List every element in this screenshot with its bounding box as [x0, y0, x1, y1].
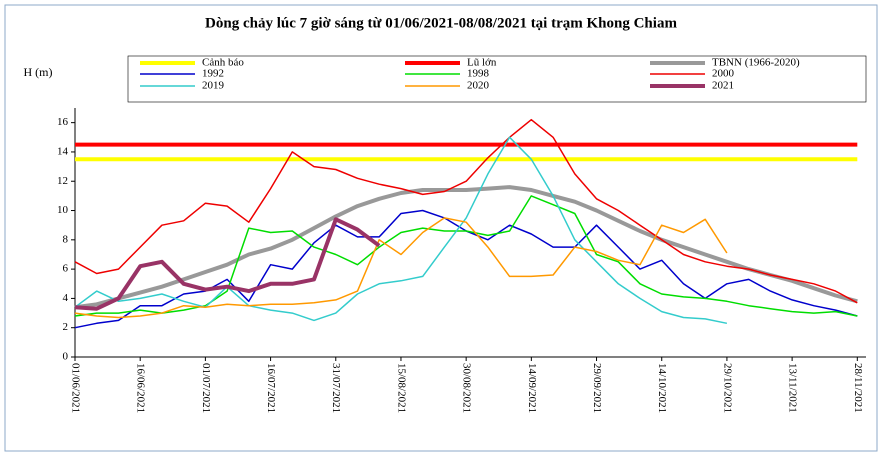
- x-tick-label: 16/06/2021: [135, 363, 147, 413]
- x-tick-label: 30/08/2021: [461, 363, 473, 413]
- x-tick-label: 14/09/2021: [526, 363, 538, 413]
- x-tick-label: 01/06/2021: [69, 363, 81, 413]
- y-tick-label: 4: [63, 292, 69, 304]
- series-line: [74, 217, 381, 311]
- y-tick-label: 16: [57, 116, 69, 128]
- x-tick-label: 13/11/2021: [787, 363, 799, 413]
- y-tick-label: 2: [63, 321, 69, 333]
- y-tick-label: 6: [63, 263, 69, 275]
- x-tick-label: 28/11/2021: [852, 363, 864, 413]
- legend-label: 1998: [467, 68, 490, 80]
- x-tick-label: 29/10/2021: [721, 363, 733, 413]
- y-tick-label: 8: [63, 233, 69, 245]
- y-tick-label: 14: [57, 145, 69, 157]
- legend-label: 2019: [202, 80, 225, 92]
- series-line: [74, 118, 858, 304]
- series-line: [74, 185, 858, 310]
- y-tick-label: 12: [57, 175, 68, 187]
- series-line: [74, 195, 858, 317]
- legend-label: 2000: [712, 68, 735, 80]
- legend-label: Lũ lớn: [467, 57, 497, 69]
- series-line: [74, 136, 728, 325]
- x-tick-label: 16/07/2021: [265, 363, 277, 413]
- y-tick-label: 0: [63, 351, 69, 363]
- y-tick-label: 10: [57, 204, 69, 216]
- legend-label: TBNN (1966-2020): [712, 57, 800, 69]
- x-tick-label: 01/07/2021: [200, 363, 212, 413]
- y-axis-label: H (m): [24, 65, 53, 79]
- legend-label: 1992: [202, 68, 224, 80]
- x-tick-label: 15/08/2021: [395, 363, 407, 413]
- legend-label: Cảnh báo: [202, 57, 244, 69]
- x-tick-label: 14/10/2021: [656, 363, 668, 413]
- series-line: [74, 217, 728, 319]
- x-tick-label: 31/07/2021: [330, 363, 342, 413]
- legend-box: [127, 55, 867, 103]
- legend-label: 2020: [467, 80, 490, 92]
- chart-title: Dòng chảy lúc 7 giờ sáng từ 01/06/2021-0…: [205, 15, 677, 31]
- legend-label: 2021: [712, 80, 734, 92]
- x-tick-label: 29/09/2021: [591, 363, 603, 413]
